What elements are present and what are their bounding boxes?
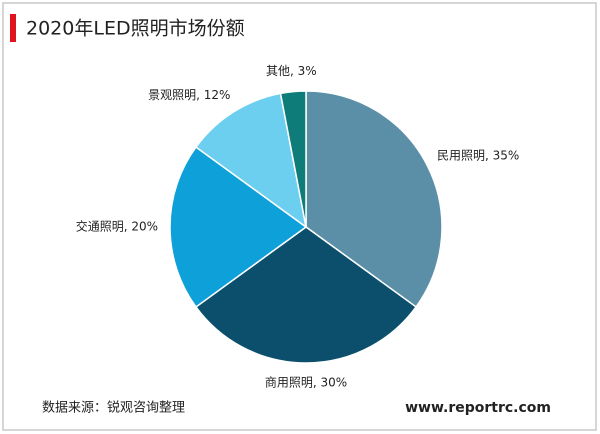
- website: www.reportrc.com: [405, 400, 551, 416]
- data-label: 其他, 3%: [266, 64, 317, 78]
- pie-slice: [279, 90, 307, 228]
- source-note: 数据来源：锐观咨询整理: [42, 401, 185, 416]
- data-label: 交通照明, 20%: [76, 219, 158, 234]
- pie-slice: [194, 92, 308, 229]
- pie-slice: [305, 90, 443, 308]
- title-accent: [10, 14, 16, 42]
- pie-slice: [169, 146, 308, 308]
- data-label: 民用照明, 35%: [437, 149, 519, 163]
- data-label: 商用照明, 30%: [265, 375, 347, 390]
- pie-slice: [194, 226, 418, 364]
- chart-title: 2020年LED照明市场份额: [26, 18, 245, 40]
- data-label: 景观照明, 12%: [148, 88, 230, 102]
